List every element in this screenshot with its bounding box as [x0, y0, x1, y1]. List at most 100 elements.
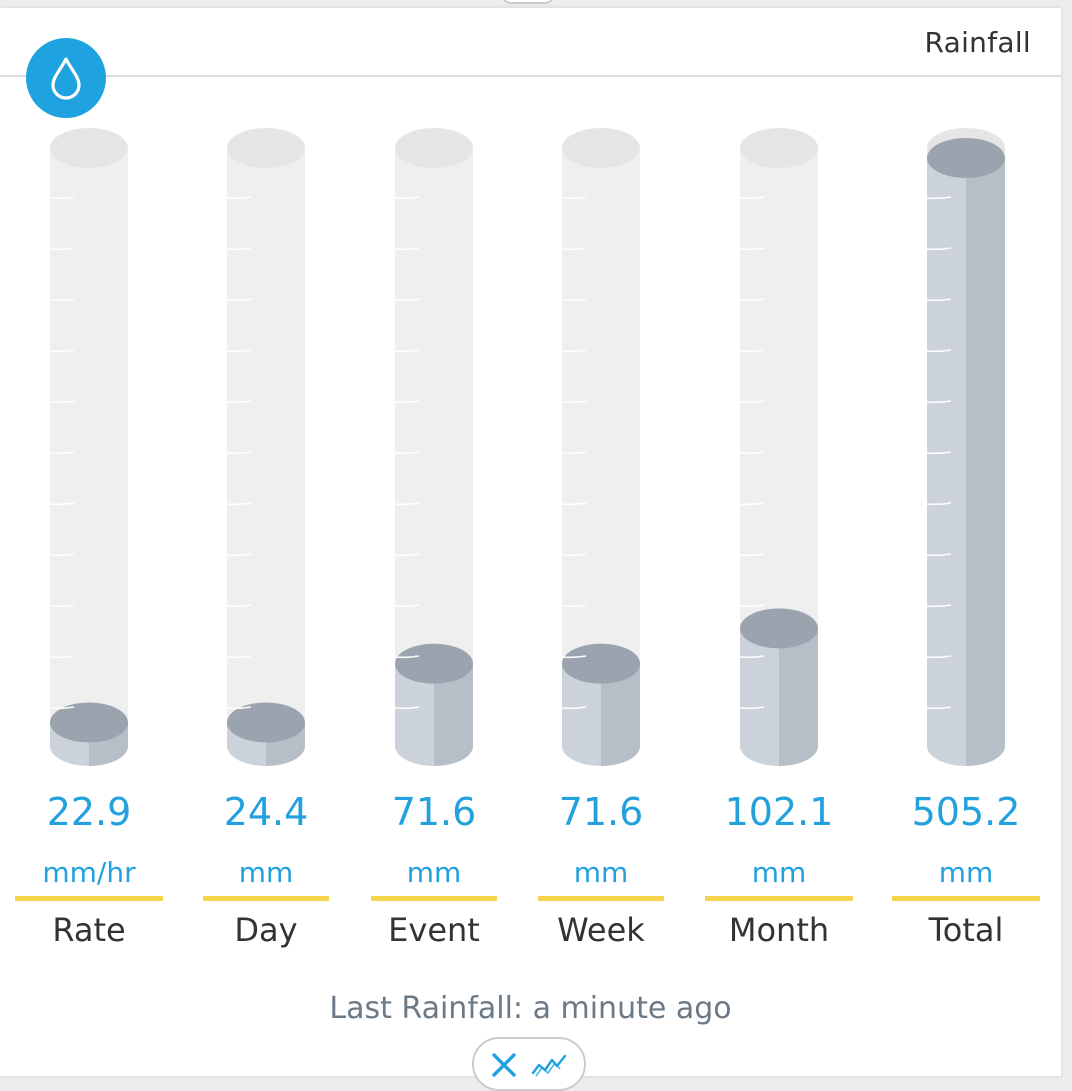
label-rate: Rate — [52, 911, 126, 949]
close-icon[interactable] — [491, 1053, 517, 1077]
fill-level-top — [740, 608, 818, 649]
fill-level-top — [227, 702, 305, 743]
tube-top — [395, 128, 473, 168]
fill-level-top — [562, 643, 640, 684]
value-rate: 22.9 — [46, 790, 132, 834]
label-day: Day — [234, 911, 298, 949]
scale-tick — [394, 400, 420, 404]
scale-tick — [926, 451, 952, 455]
label-underline — [705, 896, 853, 901]
scale-tick — [561, 451, 587, 455]
chart-line-icon[interactable] — [531, 1053, 567, 1077]
scale-tick — [561, 604, 587, 608]
gauge-week — [561, 128, 640, 766]
header-divider — [0, 75, 1061, 77]
scale-tick — [739, 196, 765, 200]
scale-tick — [739, 349, 765, 353]
fill-right — [601, 663, 640, 766]
fill-left — [562, 663, 601, 766]
scale-tick — [226, 553, 252, 557]
scale-tick — [739, 655, 765, 659]
tube-body — [562, 148, 640, 766]
scale-tick — [926, 706, 952, 710]
fill-right — [779, 628, 818, 766]
fill-left — [395, 663, 434, 766]
value-week: 71.6 — [558, 790, 644, 834]
fill-level-top — [50, 702, 128, 743]
scale-tick — [226, 451, 252, 455]
unit-rate: mm/hr — [42, 856, 136, 889]
fill-left — [927, 158, 966, 766]
tube-top — [740, 128, 818, 168]
scale-tick — [49, 604, 75, 608]
scale-tick — [394, 451, 420, 455]
scale-tick — [49, 706, 75, 710]
scale-tick — [226, 196, 252, 200]
fill-level-top — [927, 138, 1005, 178]
fill-level-top — [395, 643, 473, 684]
scale-tick — [49, 247, 75, 251]
scale-tick — [394, 655, 420, 659]
scale-tick — [926, 604, 952, 608]
scale-tick — [739, 553, 765, 557]
scale-tick — [926, 400, 952, 404]
scale-tick — [394, 604, 420, 608]
view-toggle[interactable] — [472, 1037, 586, 1091]
tube-top — [562, 128, 640, 168]
scale-tick — [926, 655, 952, 659]
value-total: 505.2 — [911, 790, 1021, 834]
scale-tick — [49, 298, 75, 302]
tube-body — [227, 148, 305, 766]
unit-event: mm — [406, 856, 462, 889]
scale-tick — [394, 706, 420, 710]
scale-tick — [561, 553, 587, 557]
gauge-event — [394, 128, 473, 766]
scale-tick — [926, 349, 952, 353]
scale-tick — [226, 604, 252, 608]
tube-top — [227, 128, 305, 168]
scale-tick — [739, 706, 765, 710]
scale-tick — [561, 706, 587, 710]
scale-tick — [394, 553, 420, 557]
scale-tick — [561, 655, 587, 659]
label-underline — [892, 896, 1040, 901]
fill-right — [434, 663, 473, 766]
gauge-day — [226, 128, 305, 766]
fill-left — [740, 628, 779, 766]
scale-tick — [739, 502, 765, 506]
scale-tick — [739, 604, 765, 608]
label-underline — [203, 896, 329, 901]
scale-tick — [226, 502, 252, 506]
last-rainfall-text: Last Rainfall: a minute ago — [329, 991, 732, 1026]
value-event: 71.6 — [391, 790, 477, 834]
scale-tick — [49, 502, 75, 506]
scale-tick — [561, 400, 587, 404]
scale-tick — [226, 298, 252, 302]
scale-tick — [739, 247, 765, 251]
gauge-rate — [49, 128, 128, 766]
scale-tick — [226, 247, 252, 251]
label-underline — [15, 896, 163, 901]
scale-tick — [561, 298, 587, 302]
tube-body — [50, 148, 128, 766]
gauge-total — [926, 128, 1005, 766]
scale-tick — [49, 655, 75, 659]
scale-tick — [226, 349, 252, 353]
scale-tick — [926, 502, 952, 506]
scale-tick — [926, 196, 952, 200]
gauge-month — [739, 128, 818, 766]
top-drag-handle[interactable] — [502, 0, 554, 4]
scale-tick — [739, 451, 765, 455]
scale-tick — [394, 502, 420, 506]
water-drop-icon — [26, 38, 106, 118]
scale-tick — [561, 349, 587, 353]
scale-tick — [561, 247, 587, 251]
scale-tick — [394, 298, 420, 302]
scale-tick — [49, 196, 75, 200]
label-underline — [538, 896, 664, 901]
scale-tick — [226, 706, 252, 710]
tube-top — [50, 128, 128, 168]
rainfall-widget: Rainfall Last Rainfall: a minute ago 22.… — [0, 8, 1061, 1076]
unit-total: mm — [938, 856, 994, 889]
scale-tick — [394, 247, 420, 251]
